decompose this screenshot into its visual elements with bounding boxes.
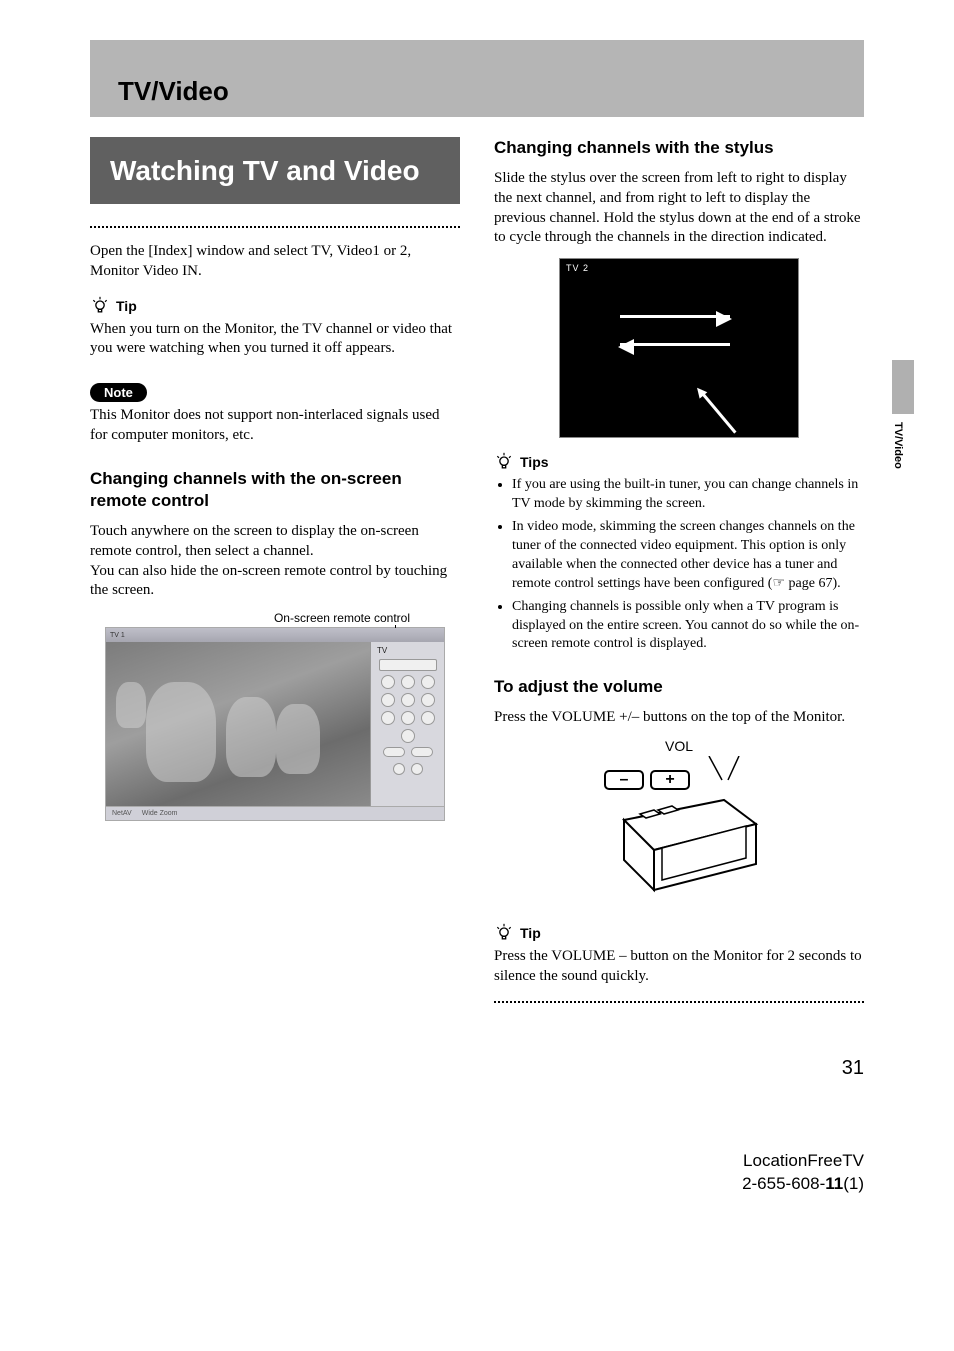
onscreen-remote-text: Touch anywhere on the screen to display … — [90, 522, 460, 601]
osr-small-button — [393, 763, 405, 775]
tips-list-item: Changing channels is possible only when … — [512, 598, 864, 655]
tips-label: Tips — [520, 454, 549, 470]
tip-heading: Tip — [90, 296, 460, 316]
doc-title: LocationFreeTV — [90, 1150, 864, 1173]
lightbulb-icon — [494, 923, 514, 943]
swipe-tv-label: TV 2 — [566, 263, 589, 273]
osr-video-area — [106, 642, 370, 806]
lightbulb-icon — [90, 296, 110, 316]
note-pill: Note — [90, 383, 147, 402]
osr-footer-item: Wide Zoom — [142, 810, 178, 817]
vol-minus-button: – — [604, 770, 644, 790]
tip-label: Tip — [520, 925, 541, 941]
lightbulb-icon — [494, 452, 514, 472]
osr-numpad-button — [401, 711, 415, 725]
osr-footer: NetAV Wide Zoom — [106, 806, 444, 820]
osr-footer-item: NetAV — [112, 810, 132, 817]
divider-dotted — [90, 226, 460, 228]
document-footer: LocationFreeTV 2-655-608-11(1) — [90, 1150, 864, 1196]
osr-numpad-button — [381, 711, 395, 725]
heading-stylus: Changing channels with the stylus — [494, 137, 864, 159]
leader-line — [395, 625, 396, 628]
vol-plus-button: + — [650, 770, 690, 790]
arrow-right-icon — [620, 315, 730, 318]
heading-onscreen-remote: Changing channels with the on-screen rem… — [90, 468, 460, 512]
osr-numpad-button — [421, 693, 435, 707]
osr-small-button — [411, 763, 423, 775]
side-section-tab: TV/Video — [892, 360, 914, 480]
doc-code-suf: (1) — [843, 1174, 864, 1193]
callout-lines-icon — [694, 756, 754, 782]
stylus-swipe-figure: TV 2 — [559, 258, 799, 438]
tips-heading: Tips — [494, 452, 864, 472]
osr-numpad-button — [401, 693, 415, 707]
osr-header-left: TV 1 — [110, 632, 125, 639]
osr-numpad-button — [421, 675, 435, 689]
note-text: This Monitor does not support non-interl… — [90, 406, 460, 446]
stylus-icon — [699, 390, 737, 434]
divider-dotted — [494, 1001, 864, 1003]
osr-numpad-button — [401, 729, 415, 743]
volume-text: Press the VOLUME +/– buttons on the top … — [494, 708, 864, 728]
arrow-left-icon — [620, 343, 730, 346]
intro-paragraph: Open the [Index] window and select TV, V… — [90, 242, 460, 282]
doc-code-bold: 11 — [825, 1174, 843, 1193]
side-tab-label: TV/Video — [892, 418, 904, 469]
volume-figure: VOL – + — [569, 738, 789, 909]
heading-volume: To adjust the volume — [494, 676, 864, 698]
tip1-text: When you turn on the Monitor, the TV cha… — [90, 320, 460, 360]
doc-code: 2-655-608-11(1) — [90, 1173, 864, 1196]
tip-heading: Tip — [494, 923, 864, 943]
side-tab-marker — [892, 360, 914, 414]
vol-label: VOL — [569, 738, 789, 754]
tip2-text: Press the VOLUME – button on the Monitor… — [494, 947, 864, 987]
tips-list-item: In video mode, skimming the screen chang… — [512, 518, 864, 594]
tips-list-item: If you are using the built-in tuner, you… — [512, 476, 864, 514]
osr-panel-tv-label: TV — [375, 646, 387, 655]
section-header-bar: TV/Video — [90, 40, 864, 117]
stylus-text: Slide the stylus over the screen from le… — [494, 169, 864, 248]
osr-numpad-button — [381, 693, 395, 707]
onscreen-remote-figure: TV 1 TV — [105, 627, 445, 821]
monitor-device-icon — [594, 794, 764, 904]
osr-numpad-button — [421, 711, 435, 725]
doc-code-pre: 2-655-608- — [742, 1174, 825, 1193]
page-title-box: Watching TV and Video — [90, 137, 460, 204]
tips-list: If you are using the built-in tuner, you… — [494, 476, 864, 654]
page-number: 31 — [90, 1057, 864, 1080]
osr-numpad-button — [401, 675, 415, 689]
osr-remote-panel: TV — [370, 642, 444, 806]
section-title: TV/Video — [118, 76, 836, 107]
osr-header: TV 1 — [106, 628, 444, 642]
osr-pill-button — [411, 747, 433, 757]
osr-pill-button — [383, 747, 405, 757]
osr-header-right — [438, 632, 440, 639]
osr-caption: On-screen remote control — [90, 611, 460, 625]
osr-channel-display — [379, 659, 437, 671]
tip-label: Tip — [116, 298, 137, 314]
osr-numpad-button — [381, 675, 395, 689]
